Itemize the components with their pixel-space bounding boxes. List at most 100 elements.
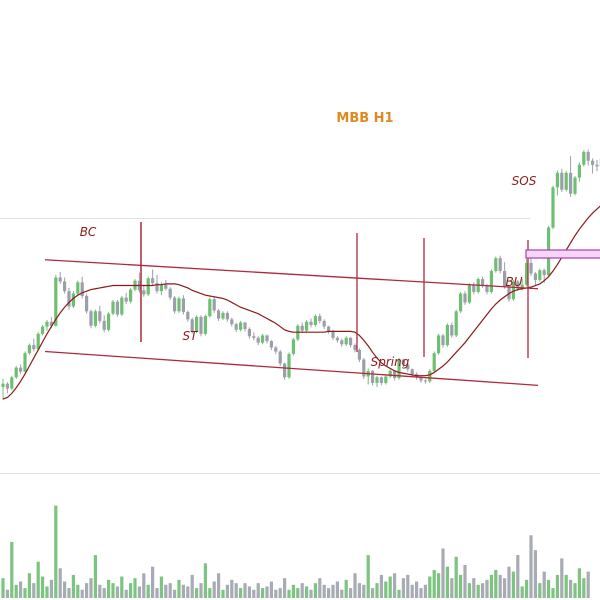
candle-body [225, 312, 229, 320]
volume-bar [212, 581, 216, 598]
volume-bar [560, 558, 564, 598]
volume-bar [133, 578, 137, 598]
candle-body [459, 293, 463, 312]
candle-body [63, 281, 67, 292]
volume-bar [234, 583, 238, 598]
volume-bar [538, 583, 542, 598]
candle-body [507, 286, 511, 300]
candle-body [252, 336, 256, 338]
volume-bar [19, 581, 23, 598]
volume-bar [291, 584, 295, 598]
volume-bar [199, 583, 203, 598]
candle-body [485, 285, 489, 292]
candle-body [41, 326, 45, 334]
volume-bar [459, 574, 463, 598]
volume-bar [384, 581, 388, 598]
candle-body [181, 298, 185, 313]
candle-body [591, 160, 595, 165]
volume-bar [516, 555, 520, 598]
candle-body [93, 311, 97, 326]
volume-bar [45, 586, 49, 598]
volume-bar [221, 589, 225, 598]
upper-trendline [44, 259, 539, 290]
candle-body [146, 278, 150, 295]
volume-bar [159, 576, 163, 598]
candle-body [573, 177, 577, 194]
wyckoff-structure [44, 222, 539, 386]
candle-body [27, 345, 31, 354]
candle-body [151, 278, 155, 284]
candle-body [129, 289, 133, 302]
candle-body [454, 311, 458, 336]
candle-body [164, 284, 168, 289]
volume-bars [1, 505, 590, 598]
candle-body [208, 299, 212, 317]
volume-bar [58, 568, 62, 598]
candle-body [441, 335, 445, 346]
volume-bar [111, 583, 115, 598]
volume-bar [463, 565, 467, 598]
volume-bar [441, 548, 445, 598]
volume-bar [300, 583, 304, 598]
annotation-st: ST [183, 329, 200, 343]
volume-bar [296, 588, 300, 598]
volume-bar [542, 571, 546, 598]
volume-bar [388, 576, 392, 598]
candle-body [85, 295, 89, 312]
candle-body [349, 337, 353, 346]
volume-bar [225, 584, 229, 598]
volume-bar [76, 584, 80, 598]
volume-bar [247, 586, 251, 598]
candle-body [5, 383, 9, 389]
candle-body [362, 359, 366, 377]
volume-bar [525, 579, 529, 598]
candle-body [437, 335, 441, 354]
volume-bar [485, 579, 489, 598]
candle-body [36, 333, 40, 350]
volume-bar [164, 584, 168, 598]
volume-bar [511, 571, 515, 598]
candle-body [379, 377, 383, 383]
candle-body [494, 258, 498, 272]
volume-bar [54, 505, 58, 598]
candle-body [217, 310, 221, 319]
candle-body [221, 312, 225, 319]
volume-bar [49, 579, 53, 598]
volume-bar [327, 588, 331, 598]
volume-bar [318, 578, 322, 598]
candle-body [98, 311, 102, 321]
volume-bar [476, 584, 480, 598]
volume-bar [366, 555, 370, 598]
volume-bar [419, 588, 423, 598]
candle-body [58, 277, 62, 282]
candle-body [582, 151, 586, 165]
volume-bar [32, 583, 36, 598]
volume-bar [564, 574, 568, 598]
candle-body [107, 313, 111, 330]
candle-body [577, 164, 581, 178]
candle-body [89, 311, 93, 326]
volume-bar [102, 588, 106, 598]
candle-body [67, 291, 71, 307]
volume-bar [107, 579, 111, 598]
volume-bar [401, 578, 405, 598]
candle-body [564, 172, 568, 190]
volume-bar [98, 584, 102, 598]
volume-bar [467, 583, 471, 598]
candle-body [498, 258, 502, 272]
volume-bar [71, 574, 75, 598]
candle-body [432, 353, 436, 371]
volume-bar [195, 588, 199, 598]
candle-body [533, 273, 537, 280]
volume-bar [375, 583, 379, 598]
volume-bar [230, 579, 234, 598]
candle-body [472, 284, 476, 292]
volume-bar [155, 588, 159, 598]
volume-bar [93, 555, 97, 598]
candle-body [353, 345, 357, 350]
candle-body [401, 359, 405, 365]
volume-bar [437, 573, 441, 598]
candle-body [10, 377, 14, 389]
candle-body [406, 364, 410, 370]
volume-bar [63, 581, 67, 598]
